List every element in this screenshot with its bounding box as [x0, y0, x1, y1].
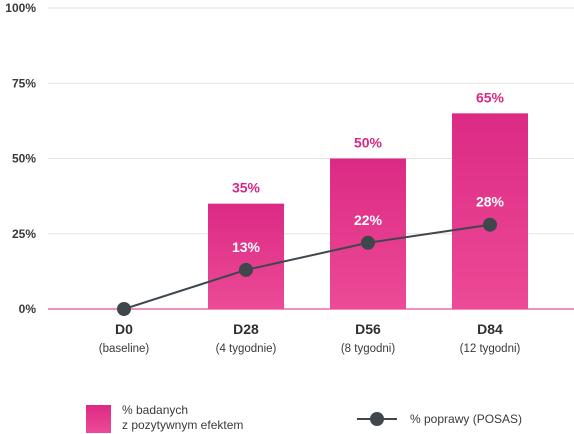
line-data-label: 13%	[232, 239, 261, 255]
x-tick-label: D56	[355, 321, 381, 337]
bar-data-label: 65%	[476, 89, 505, 105]
y-tick-label: 50%	[12, 152, 36, 166]
line-point	[117, 302, 131, 316]
legend-line-marker	[370, 412, 384, 426]
legend-line-label: % poprawy (POSAS)	[410, 412, 522, 426]
x-tick-label: D0	[115, 321, 133, 337]
labels-layer: D0 (baseline) D28 (4 tygodnie) D56 (8 tygodni…	[99, 89, 521, 355]
line-data-label: 28%	[476, 194, 505, 210]
bar	[330, 158, 406, 309]
line-point	[361, 235, 375, 250]
legend: % badanych z pozytywnym efektem % popraw…	[86, 403, 522, 433]
bar	[208, 203, 284, 309]
legend-bar-swatch	[86, 405, 111, 433]
legend-bar-label-line1: % badanych	[122, 403, 188, 417]
bar	[452, 113, 528, 309]
y-tick-label: 0%	[19, 302, 37, 316]
bars-layer	[208, 113, 528, 309]
line-layer	[117, 217, 497, 316]
line-data-label: 22%	[354, 212, 383, 228]
y-tick-label: 25%	[12, 227, 36, 241]
x-tick-sublabel: (8 tygodni)	[341, 343, 396, 355]
y-tick-label: 100%	[5, 1, 36, 15]
line-point	[483, 217, 497, 232]
y-tick-label: 75%	[12, 76, 36, 90]
x-tick-sublabel: (12 tygodni)	[460, 343, 521, 355]
x-tick-label: D28	[233, 321, 259, 337]
x-tick-sublabel: (4 tygodnie)	[216, 343, 277, 355]
x-tick-sublabel: (baseline)	[99, 343, 150, 355]
series-line	[123, 223, 491, 310]
line-point	[239, 262, 253, 277]
bar-data-label: 50%	[354, 135, 383, 151]
bar-data-label: 35%	[232, 180, 261, 196]
x-tick-label: D84	[477, 321, 503, 337]
legend-bar-label-line2: z pozytywnym efektem	[122, 418, 243, 432]
